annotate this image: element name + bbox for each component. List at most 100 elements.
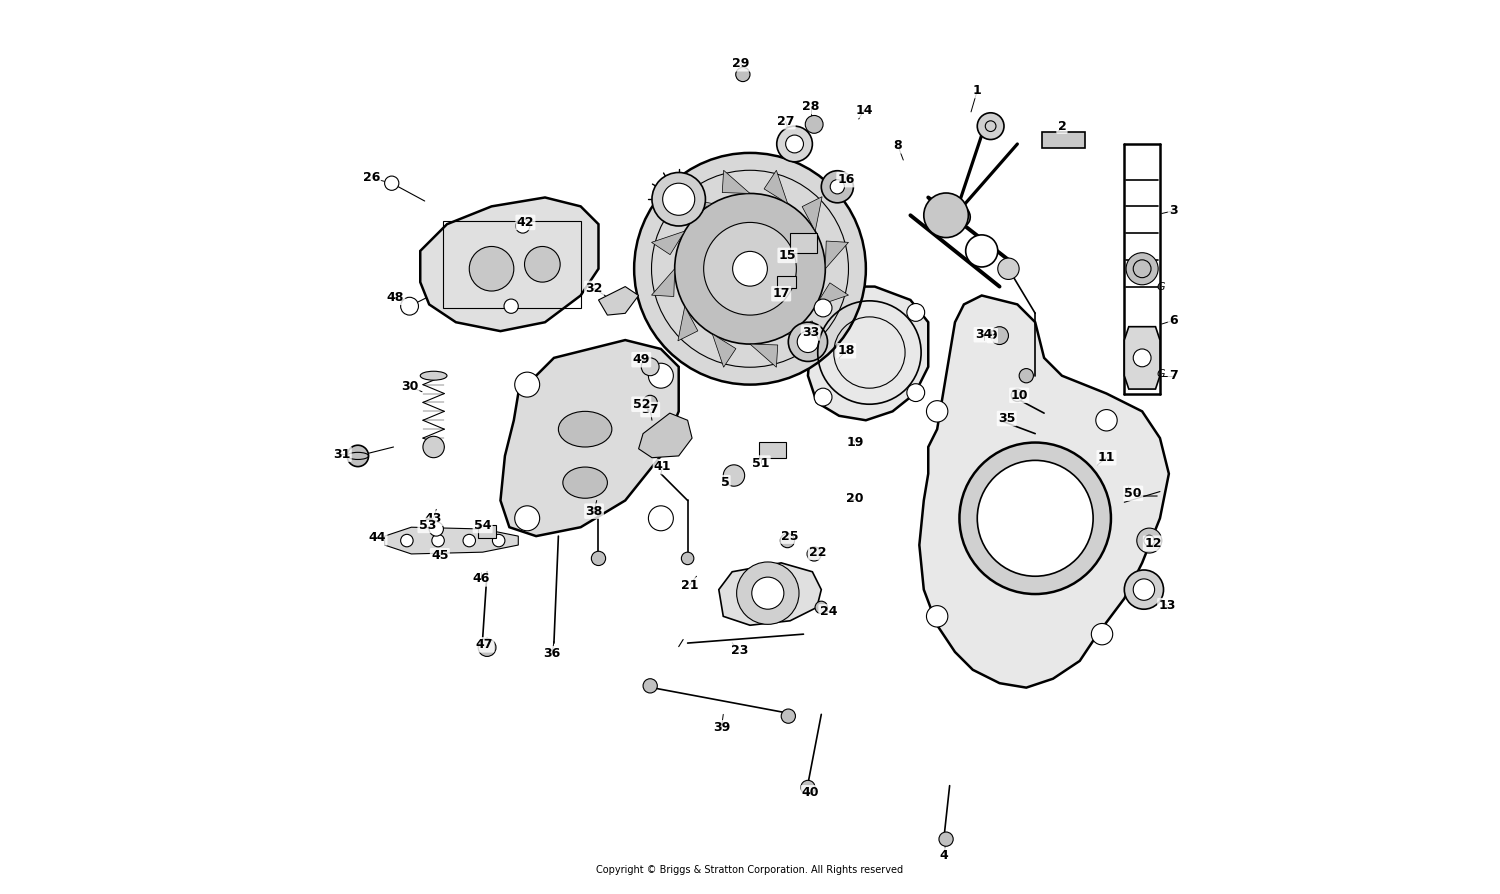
Text: 31: 31 (333, 448, 351, 460)
Circle shape (429, 522, 444, 536)
Circle shape (990, 326, 1008, 344)
Text: 24: 24 (819, 605, 837, 619)
Text: 5: 5 (720, 477, 729, 489)
Circle shape (514, 372, 540, 397)
Circle shape (736, 562, 800, 624)
Circle shape (400, 535, 412, 547)
Circle shape (1144, 536, 1155, 546)
Polygon shape (764, 170, 788, 204)
Text: 2: 2 (1058, 120, 1066, 132)
Text: 47: 47 (476, 638, 494, 652)
Polygon shape (598, 287, 639, 315)
Polygon shape (501, 340, 678, 536)
Text: 11: 11 (1098, 451, 1114, 464)
Circle shape (1137, 528, 1161, 553)
Circle shape (908, 384, 924, 401)
Circle shape (1096, 409, 1118, 431)
Polygon shape (920, 296, 1168, 687)
Text: 12: 12 (1144, 536, 1161, 550)
Ellipse shape (939, 202, 970, 228)
Circle shape (924, 193, 969, 238)
Circle shape (704, 223, 797, 315)
Text: 22: 22 (808, 545, 826, 559)
Circle shape (777, 126, 813, 162)
Circle shape (514, 506, 540, 531)
Text: 1: 1 (974, 84, 981, 97)
Text: 30: 30 (400, 380, 418, 392)
Text: 29: 29 (732, 57, 750, 71)
Circle shape (346, 445, 369, 467)
Polygon shape (815, 283, 849, 307)
Text: 10: 10 (1011, 389, 1028, 401)
Circle shape (815, 601, 828, 613)
Circle shape (998, 258, 1018, 280)
Circle shape (681, 552, 694, 565)
Text: 26: 26 (363, 172, 380, 184)
Circle shape (782, 709, 795, 723)
Circle shape (644, 679, 657, 693)
Polygon shape (678, 307, 698, 341)
Circle shape (384, 176, 399, 190)
Ellipse shape (420, 371, 447, 380)
Text: 27: 27 (777, 115, 795, 128)
Circle shape (525, 247, 560, 283)
Text: 41: 41 (654, 460, 672, 473)
Polygon shape (651, 269, 675, 297)
Circle shape (675, 193, 825, 344)
Text: 45: 45 (430, 549, 448, 562)
Text: 48: 48 (387, 291, 404, 304)
Circle shape (752, 578, 784, 609)
Circle shape (927, 401, 948, 422)
Circle shape (966, 235, 998, 267)
Bar (790, 233, 818, 253)
Text: 37: 37 (642, 403, 658, 416)
Text: 52: 52 (633, 398, 650, 410)
Bar (1042, 131, 1084, 148)
Text: 32: 32 (585, 282, 603, 295)
Circle shape (939, 832, 952, 847)
Text: 44: 44 (369, 531, 386, 544)
Bar (442, 221, 580, 308)
Circle shape (423, 436, 444, 458)
Text: 9: 9 (988, 329, 996, 342)
Circle shape (478, 638, 496, 656)
Text: G: G (1156, 282, 1166, 291)
Ellipse shape (562, 467, 608, 498)
Circle shape (1011, 389, 1023, 401)
Circle shape (400, 298, 418, 315)
Polygon shape (420, 198, 598, 331)
Circle shape (648, 363, 674, 388)
Text: 8: 8 (894, 139, 903, 152)
Circle shape (1092, 623, 1113, 645)
Text: 7: 7 (1168, 369, 1178, 383)
Text: 42: 42 (516, 216, 534, 229)
Text: 39: 39 (712, 721, 730, 734)
Circle shape (927, 605, 948, 627)
Circle shape (786, 135, 804, 153)
Polygon shape (384, 527, 519, 554)
Circle shape (634, 153, 866, 384)
Text: 20: 20 (846, 493, 864, 505)
Text: 54: 54 (474, 519, 492, 532)
Polygon shape (788, 321, 822, 341)
Text: 40: 40 (802, 787, 819, 799)
Circle shape (978, 460, 1094, 577)
Text: 25: 25 (782, 529, 800, 543)
Circle shape (815, 388, 833, 406)
Circle shape (470, 247, 514, 291)
Text: 38: 38 (585, 505, 603, 518)
Circle shape (735, 67, 750, 81)
Text: 34: 34 (975, 328, 992, 342)
Text: 18: 18 (837, 344, 855, 358)
Polygon shape (651, 232, 686, 255)
Circle shape (780, 534, 795, 548)
Circle shape (732, 251, 768, 286)
Circle shape (642, 358, 658, 375)
Circle shape (822, 171, 854, 203)
Text: 50: 50 (1125, 487, 1142, 500)
Circle shape (1019, 368, 1034, 383)
Circle shape (960, 443, 1112, 594)
Text: 15: 15 (778, 249, 796, 262)
Text: 14: 14 (855, 104, 873, 116)
Polygon shape (1125, 326, 1160, 389)
